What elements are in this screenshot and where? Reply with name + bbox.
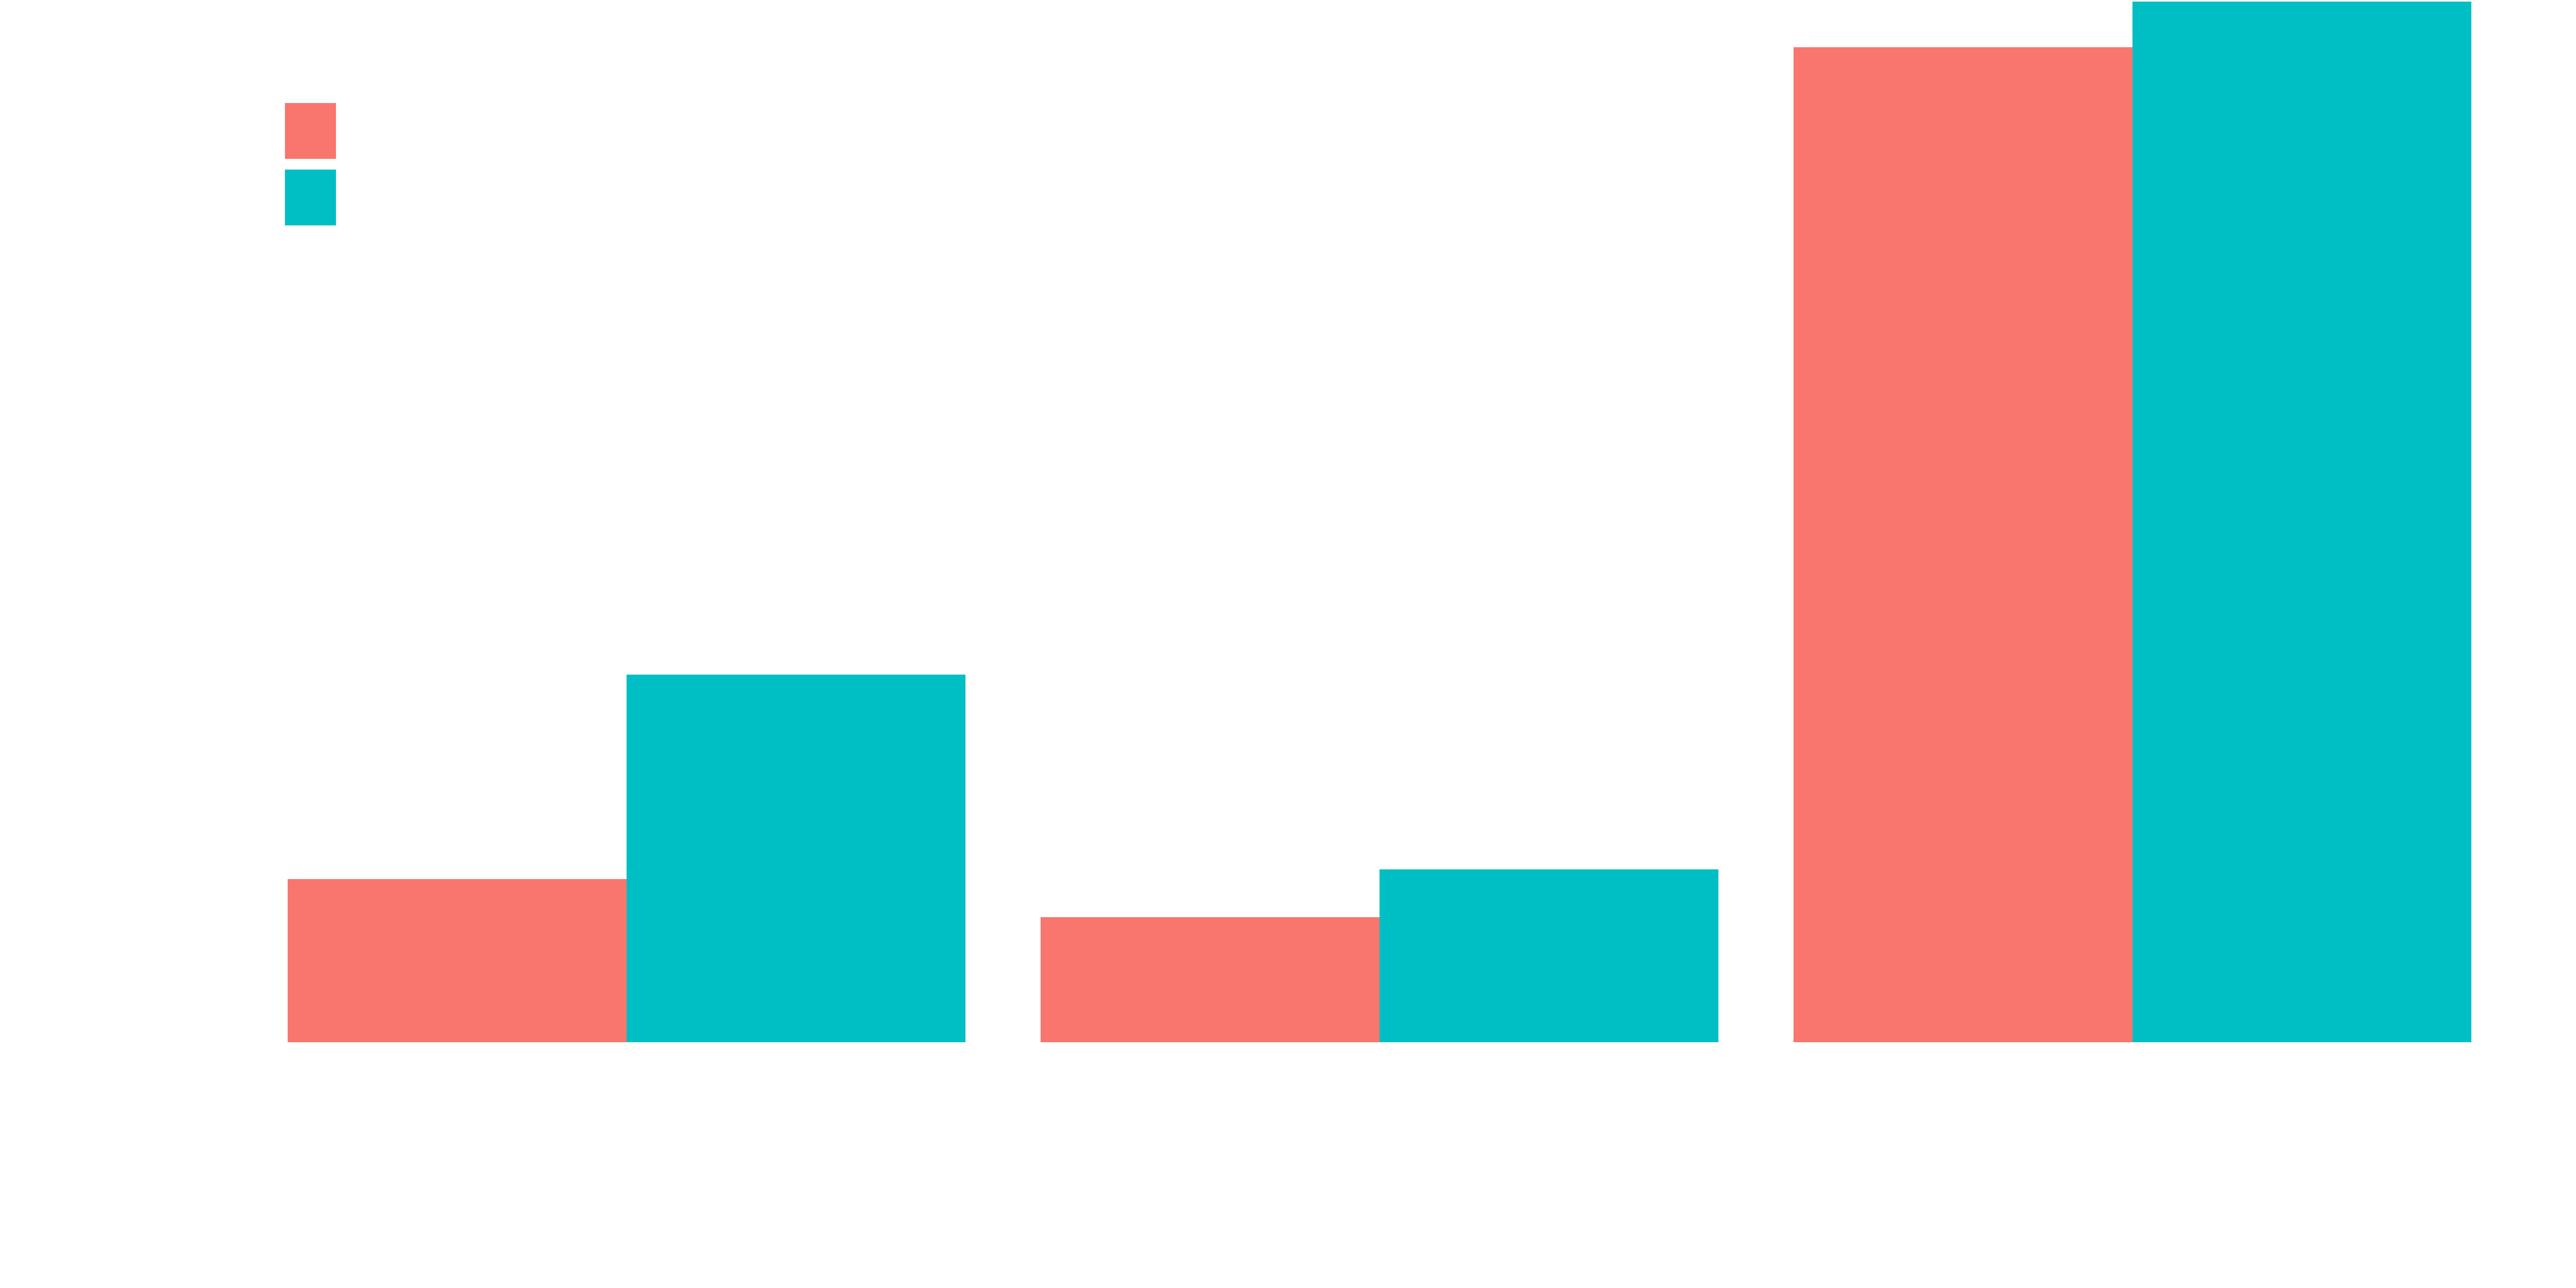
bar-series-1-category-1 (288, 879, 627, 1042)
bars-layer (288, 2, 2471, 1043)
bar-series-1-category-2 (1041, 917, 1380, 1042)
bar-series-2-category-3 (2132, 2, 2471, 1042)
bar-series-2-category-2 (1379, 869, 1718, 1042)
legend-swatch-1 (285, 103, 336, 159)
category-group-2 (1041, 869, 1718, 1042)
bar-series-1-category-3 (1794, 47, 2133, 1043)
legend-swatch-2 (285, 170, 336, 225)
bar-series-2-category-1 (626, 675, 965, 1042)
category-group-1 (288, 675, 965, 1042)
category-group-3 (1794, 2, 2471, 1043)
legend (285, 103, 336, 225)
